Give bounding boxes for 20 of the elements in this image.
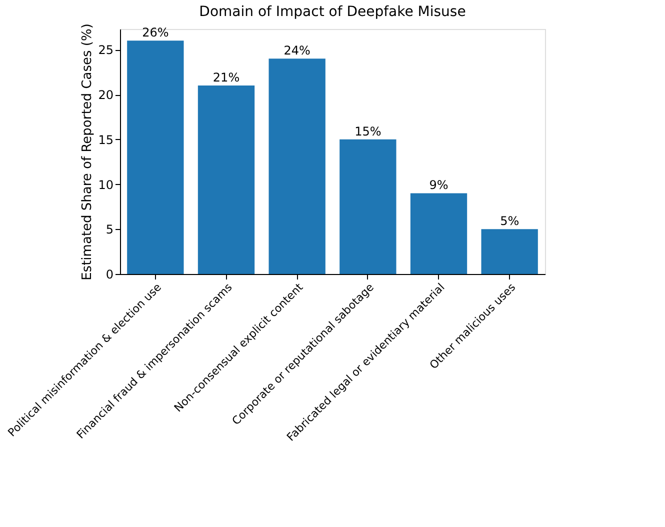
y-tick-label: 0 bbox=[106, 268, 114, 282]
chart-title: Domain of Impact of Deepfake Misuse bbox=[199, 4, 466, 20]
bar bbox=[481, 229, 538, 274]
y-tick-label: 10 bbox=[98, 178, 114, 192]
bar bbox=[127, 40, 184, 274]
data-label: 5% bbox=[500, 214, 520, 228]
data-label: 21% bbox=[212, 70, 240, 85]
data-label: 26% bbox=[142, 26, 169, 40]
y-tick-label: 5 bbox=[106, 222, 114, 237]
bar bbox=[198, 86, 255, 274]
data-label: 24% bbox=[284, 44, 310, 58]
bar bbox=[410, 193, 468, 274]
bar bbox=[340, 139, 396, 274]
y-tick-label: 15 bbox=[98, 132, 114, 147]
y-tick-label: 20 bbox=[98, 88, 114, 102]
data-label: 15% bbox=[354, 124, 382, 138]
bar bbox=[268, 58, 326, 274]
y-tick-label: 25 bbox=[98, 43, 114, 58]
y-axis-title: Estimated Share of Reported Cases (%) bbox=[80, 24, 96, 280]
data-label: 9% bbox=[429, 178, 448, 192]
